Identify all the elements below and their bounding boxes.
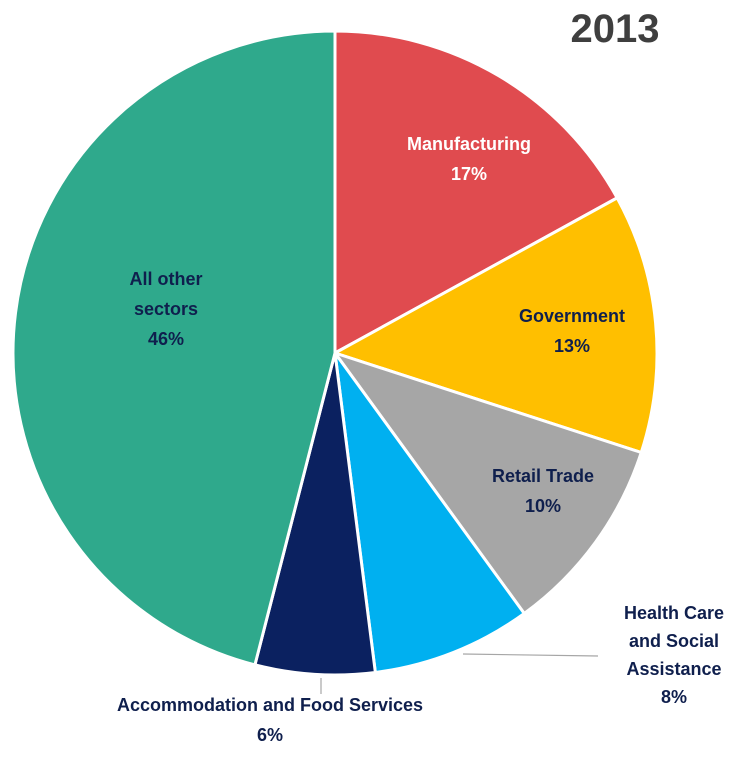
slice-category-label: Health Care <box>624 603 724 623</box>
slice-category-label: All other <box>129 269 202 289</box>
slice-label-group: Health Care and Social Assistance 8% <box>624 603 724 707</box>
leader-lines <box>320 653 599 694</box>
slice-labels: Manufacturing 17% Government 13% Retail Trad… <box>117 134 724 745</box>
slice-value-label: 17% <box>451 164 487 184</box>
slice-category-label: Accommodation and Food Services <box>117 695 423 715</box>
slice-category-label: Manufacturing <box>407 134 531 154</box>
slice-value-label: 8% <box>661 687 687 707</box>
slice-label-group: Retail Trade 10% <box>492 466 594 516</box>
pie-slice-government <box>333 196 659 455</box>
slice-value-label: 10% <box>525 496 561 516</box>
slice-label-group: Accommodation and Food Services 6% <box>117 695 423 745</box>
slice-value-label: 13% <box>554 336 590 356</box>
slice-category-label: Retail Trade <box>492 466 594 486</box>
chart-title: 2013 <box>571 7 660 51</box>
slice-category-label: and Social <box>629 631 719 651</box>
slice-label-group: All other sectors 46% <box>129 269 202 349</box>
slice-value-label: 6% <box>257 725 283 745</box>
pie-slice-accommodation-and-food-services <box>253 351 377 677</box>
leader-line <box>462 653 599 657</box>
slice-category-label: sectors <box>134 299 198 319</box>
pie-slices <box>11 29 659 677</box>
slice-category-label: Assistance <box>626 659 721 679</box>
slice-category-label: Government <box>519 306 625 326</box>
pie-slice-health-care-and-social-assistance <box>333 351 526 674</box>
slice-label-group: Manufacturing 17% <box>407 134 531 184</box>
slice-label-group: Government 13% <box>519 306 625 356</box>
pie-slice-manufacturing <box>333 29 619 355</box>
pie-slice-retail-trade <box>333 351 643 616</box>
slice-value-label: 46% <box>148 329 184 349</box>
pie-slice-all-other-sectors <box>11 29 337 667</box>
